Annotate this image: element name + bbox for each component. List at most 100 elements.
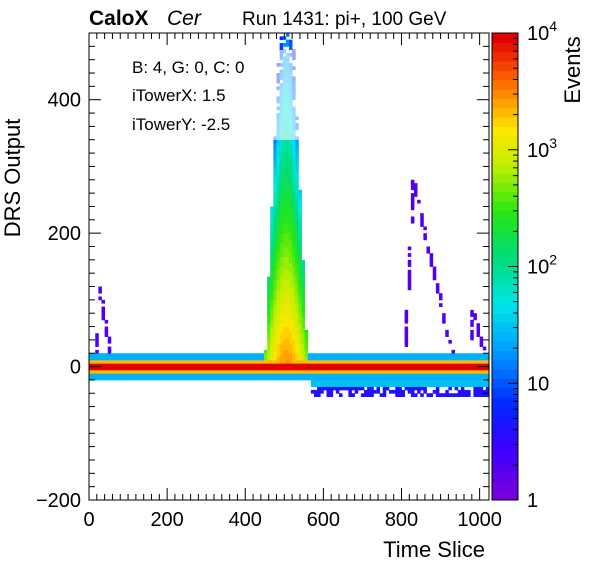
heatmap-cell: [298, 359, 302, 364]
heatmap-cell: [410, 203, 415, 207]
heatmap-cell: [89, 363, 93, 367]
heatmap-cell: [398, 353, 402, 357]
heatmap-cell: [182, 353, 187, 357]
heatmap-cell: [292, 299, 296, 304]
heatmap-cell: [423, 233, 427, 237]
heatmap-cell: [301, 329, 306, 334]
heatmap-cell: [157, 373, 162, 377]
heatmap-cell: [276, 296, 281, 301]
heatmap-cell: [351, 383, 356, 387]
heatmap-cell: [282, 369, 287, 374]
heatmap-cell: [285, 316, 290, 321]
heatmap-cell: [392, 376, 396, 381]
heatmap-cell: [423, 366, 427, 371]
heatmap-cell: [423, 389, 427, 394]
heatmap-cell: [110, 359, 115, 364]
heatmap-cell: [329, 373, 334, 377]
heatmap-cell: [179, 366, 184, 371]
heatmap-cell: [276, 309, 281, 314]
heatmap-cell: [295, 293, 299, 297]
heatmap-cell: [342, 386, 346, 391]
heatmap-cell: [292, 209, 296, 214]
heatmap-cell: [276, 179, 281, 184]
heatmap-cell: [289, 249, 293, 254]
heatmap-cell: [185, 373, 190, 377]
heatmap-cell: [176, 366, 181, 371]
heatmap-cell: [401, 376, 406, 381]
heatmap-cell: [392, 369, 396, 374]
palette-swatch: [492, 266, 518, 277]
heatmap-cell: [367, 393, 371, 397]
heatmap-cell: [129, 356, 134, 361]
heatmap-cell: [279, 289, 284, 294]
heatmap-cell: [264, 353, 268, 357]
heatmap-cell: [292, 309, 296, 314]
heatmap-cell: [429, 369, 434, 374]
heatmap-cell: [410, 199, 415, 204]
heatmap-cell: [460, 389, 465, 394]
heatmap-cell: [267, 306, 271, 311]
heatmap-cell: [282, 146, 287, 151]
heatmap-cell: [126, 373, 131, 377]
heatmap-cell: [273, 143, 277, 147]
heatmap-cell: [301, 313, 306, 317]
heatmap-cell: [376, 379, 381, 384]
heatmap-cell: [301, 319, 306, 324]
heatmap-cell: [326, 376, 331, 381]
heatmap-cell: [367, 386, 371, 391]
heatmap-cell: [126, 369, 131, 374]
heatmap-cell: [279, 243, 284, 247]
heatmap-cell: [479, 343, 484, 347]
palette-swatch: [492, 481, 518, 492]
heatmap-cell: [279, 169, 284, 174]
heatmap-cell: [120, 359, 124, 364]
heatmap-cell: [389, 373, 393, 377]
heatmap-cell: [295, 269, 299, 274]
heatmap-cell: [401, 363, 406, 367]
heatmap-cell: [295, 316, 299, 321]
heatmap-cell: [285, 233, 290, 237]
heatmap-cell: [198, 356, 202, 361]
heatmap-cell: [401, 373, 406, 377]
heatmap-cell: [473, 389, 477, 394]
heatmap-cell: [292, 313, 296, 317]
heatmap-cell: [279, 146, 284, 151]
palette-swatch: [492, 406, 518, 417]
heatmap-cell: [276, 229, 281, 234]
heatmap-cell: [276, 246, 281, 251]
heatmap-cell: [445, 376, 449, 381]
heatmap-cell: [292, 286, 296, 291]
heatmap-cell: [373, 373, 377, 377]
heatmap-cell: [101, 316, 106, 321]
heatmap-cell: [201, 359, 206, 364]
heatmap-cell: [260, 356, 265, 361]
heatmap-cell: [104, 366, 109, 371]
heatmap-cell: [176, 353, 181, 357]
heatmap-cell: [351, 363, 356, 367]
heatmap-cell: [482, 389, 487, 394]
heatmap-cell: [295, 303, 299, 307]
heatmap-cell: [164, 353, 168, 357]
x-tick-label: 200: [150, 509, 183, 531]
heatmap-cell: [117, 373, 121, 377]
heatmap-cell: [423, 363, 427, 367]
heatmap-cell: [270, 286, 274, 291]
heatmap-cell: [285, 359, 290, 364]
heatmap-cell: [139, 363, 143, 367]
heatmap-cell: [282, 163, 287, 167]
heatmap-cell: [164, 376, 168, 381]
heatmap-cell: [282, 376, 287, 381]
heatmap-cell: [254, 369, 259, 374]
palette-swatch: [492, 313, 518, 324]
heatmap-cell: [273, 156, 277, 161]
heatmap-cell: [289, 283, 293, 287]
heatmap-cell: [476, 389, 481, 394]
heatmap-cell: [407, 383, 412, 387]
heatmap-cell: [151, 353, 156, 357]
heatmap-cell: [482, 369, 487, 374]
heatmap-cell: [282, 199, 287, 204]
heatmap-cell: [164, 359, 168, 364]
heatmap-cell: [285, 349, 290, 354]
heatmap-cell: [414, 183, 418, 187]
heatmap-cell: [301, 269, 306, 274]
